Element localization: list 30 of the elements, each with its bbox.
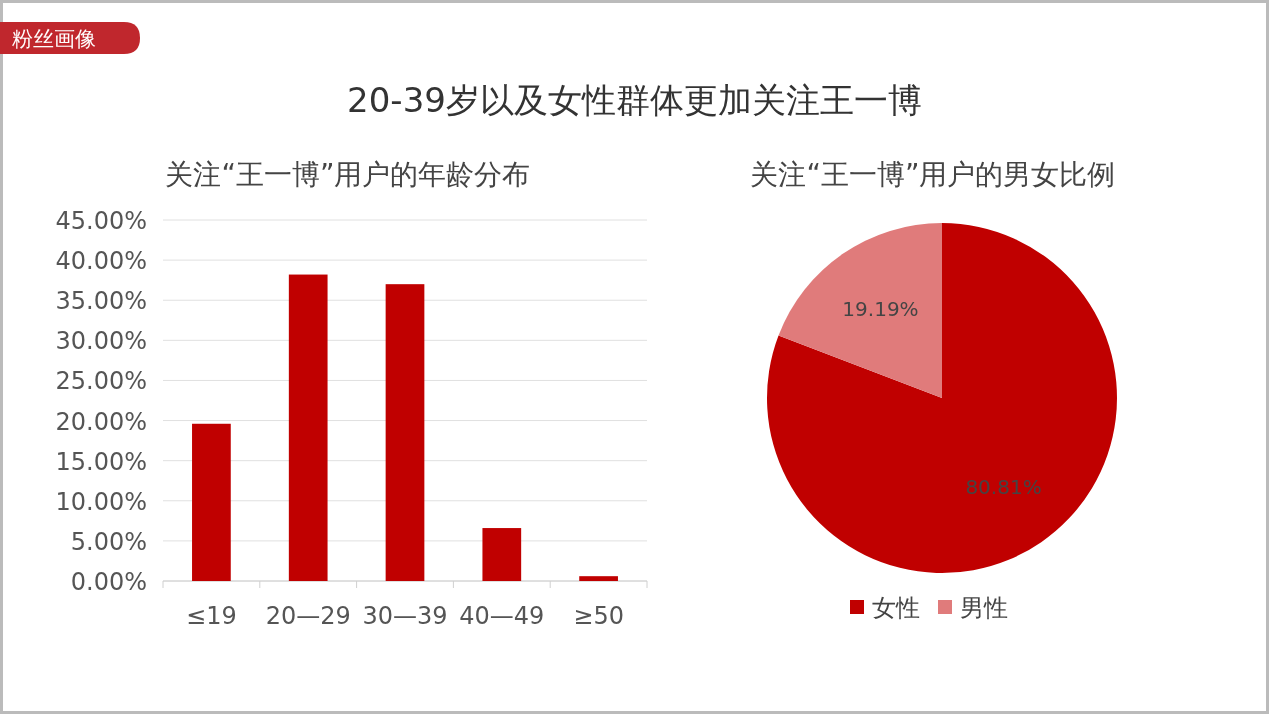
text: 20-39岁以及女性群体更加关注王一博 xyxy=(347,80,922,120)
legend-label: 女性 xyxy=(872,594,920,622)
chart-title: 关注“王一博”用户的男女比例 xyxy=(750,158,1116,191)
bar xyxy=(288,274,328,581)
y-tick-label: 20.00% xyxy=(55,407,147,436)
chart-title: 关注“王一博”用户的年龄分布 xyxy=(165,158,531,191)
x-tick-label: ≤19 xyxy=(186,602,237,630)
pie-slice xyxy=(778,223,942,398)
y-tick-label: 25.00% xyxy=(55,367,147,396)
y-tick-label: 35.00% xyxy=(55,287,147,316)
bar xyxy=(579,576,618,581)
bar xyxy=(482,528,522,581)
data-label: 80.81% xyxy=(965,475,1042,500)
x-tick-label: 20—29 xyxy=(265,602,351,630)
x-tick-label: 40—49 xyxy=(459,602,545,630)
data-label: 19.19% xyxy=(842,296,919,321)
y-tick-label: 40.00% xyxy=(55,247,147,276)
x-tick-label: 30—39 xyxy=(362,602,448,630)
x-tick-label: ≥50 xyxy=(573,602,624,630)
bar xyxy=(192,423,231,581)
y-tick-label: 5.00% xyxy=(70,527,147,556)
y-tick-label: 0.00% xyxy=(70,568,147,596)
y-tick-label: 15.00% xyxy=(55,447,147,476)
text: 粉丝画像 xyxy=(12,27,96,51)
bar xyxy=(385,284,425,581)
y-tick-label: 45.00% xyxy=(55,207,147,235)
y-tick-label: 30.00% xyxy=(55,327,147,356)
legend-label: 男性 xyxy=(960,594,1008,622)
y-tick-label: 10.00% xyxy=(55,487,147,516)
pie-slice xyxy=(767,223,1117,573)
